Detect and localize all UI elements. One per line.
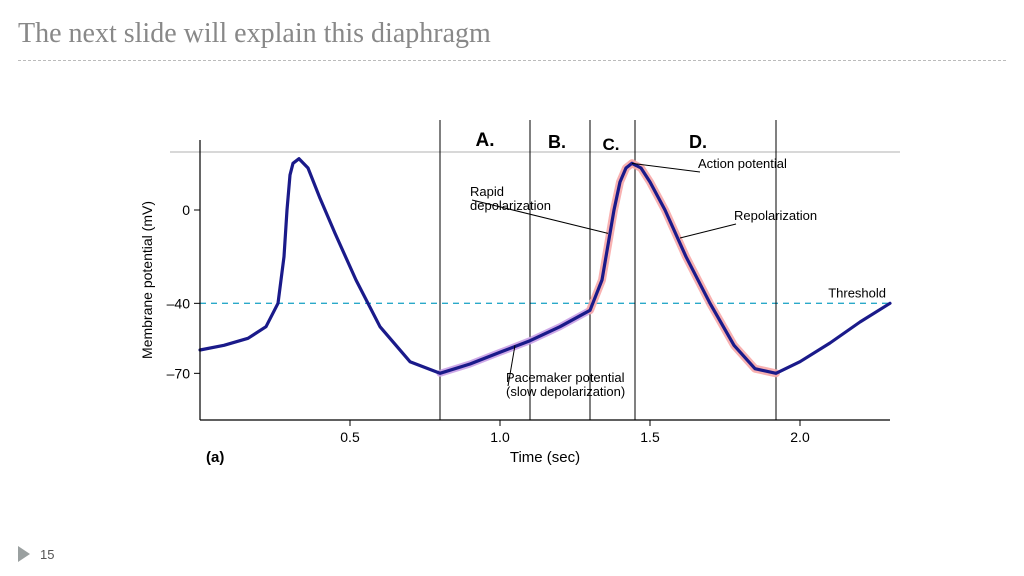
title-underline (18, 60, 1006, 61)
phase-label: C. (603, 135, 620, 154)
y-tick-label: 0 (182, 202, 190, 218)
threshold-label: Threshold (828, 285, 886, 300)
highlight-repol (632, 163, 776, 373)
x-tick-label: 1.0 (490, 429, 510, 445)
slide-root: The next slide will explain this diaphra… (0, 0, 1024, 576)
x-axis-label: Time (sec) (510, 449, 580, 466)
annotation-action-potential: Action potential (698, 156, 787, 171)
x-tick-label: 0.5 (340, 429, 360, 445)
annotation-rapid-depolarization: depolarization (470, 198, 551, 213)
highlight-pacemaker (440, 310, 590, 373)
subplot-label: (a) (206, 449, 224, 466)
phase-label: A. (476, 130, 495, 151)
annotation-pacemaker-potential: Pacemaker potential (506, 370, 625, 385)
phase-label: D. (689, 132, 707, 152)
membrane-potential-curve (200, 159, 890, 374)
page-number: 15 (40, 547, 54, 562)
x-tick-label: 2.0 (790, 429, 810, 445)
slide-footer: 15 (18, 546, 54, 562)
phase-label: B. (548, 132, 566, 152)
y-tick-label: –70 (167, 365, 191, 381)
y-tick-label: –40 (167, 295, 191, 311)
annotation-repolarization: Repolarization (734, 208, 817, 223)
footer-arrow-icon (18, 546, 30, 562)
x-tick-label: 1.5 (640, 429, 660, 445)
y-axis-label: Membrane potential (mV) (139, 201, 155, 359)
action-potential-chart: Threshold –70 –40 0 0.5 1.0 1.5 2.0 Time (sec) Me… (120, 100, 910, 500)
annotation-leader-repolarization (680, 224, 736, 238)
chart-container: Threshold –70 –40 0 0.5 1.0 1.5 2.0 Time (sec) Me… (120, 100, 910, 500)
annotation-rapid-depolarization: Rapid (470, 184, 504, 199)
annotation-pacemaker-potential: (slow depolarization) (506, 384, 625, 399)
slide-title: The next slide will explain this diaphra… (18, 18, 491, 50)
